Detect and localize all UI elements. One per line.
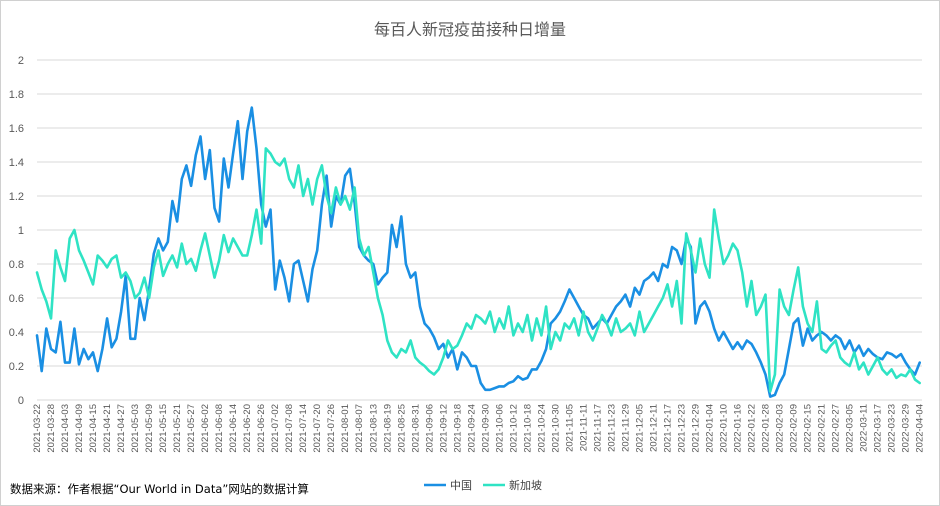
chart-title: 每百人新冠疫苗接种日增量 (374, 20, 566, 39)
x-tick-label: 2022-03-29 (901, 404, 912, 453)
x-tick-label: 2022-04-04 (915, 404, 926, 453)
x-tick-label: 2021-08-01 (340, 404, 351, 453)
x-tick-label: 2021-08-19 (382, 404, 393, 453)
x-tick-label: 2022-01-22 (747, 404, 758, 453)
x-axis: 2021-03-22 2021-03-28 2021-04-03 2021-04-09… (32, 404, 926, 453)
x-tick-label: 2022-03-05 (845, 404, 856, 453)
x-tick-label: 2021-09-18 (452, 404, 463, 453)
x-tick-label: 2021-05-09 (144, 404, 155, 453)
x-tick-label: 2022-02-03 (775, 404, 786, 453)
x-tick-label: 2022-01-28 (761, 404, 772, 453)
x-tick-label: 2022-01-16 (733, 404, 744, 453)
y-tick-label: 0 (18, 395, 24, 407)
x-tick-label: 2022-02-21 (817, 404, 828, 453)
series-line-0 (35, 106, 921, 398)
x-tick-label: 2021-07-08 (284, 404, 295, 453)
y-tick-label: 0.6 (9, 293, 24, 305)
y-tick-label: 1.6 (9, 123, 24, 135)
x-tick-label: 2021-06-02 (200, 404, 211, 453)
legend: 中国 新加坡 (424, 478, 542, 492)
series-line-1 (35, 147, 921, 393)
x-tick-label: 2021-12-17 (662, 404, 673, 453)
x-tick-label: 2022-02-27 (831, 404, 842, 453)
x-tick-label: 2021-06-20 (242, 404, 253, 453)
x-tick-label: 2021-04-09 (74, 404, 85, 453)
x-tick-label: 2021-03-22 (32, 404, 43, 453)
x-tick-label: 2021-04-15 (88, 404, 99, 453)
x-tick-label: 2022-03-23 (887, 404, 898, 453)
x-tick-label: 2021-05-21 (172, 404, 183, 453)
x-tick-label: 2021-06-08 (214, 404, 225, 453)
x-tick-label: 2021-09-30 (480, 404, 491, 453)
x-tick-label: 2021-04-21 (102, 404, 113, 453)
x-tick-label: 2022-03-17 (873, 404, 884, 453)
x-tick-label: 2021-11-11 (578, 404, 589, 451)
x-tick-label: 2021-05-27 (186, 404, 197, 453)
x-tick-label: 2021-10-18 (522, 404, 533, 453)
x-tick-label: 2021-10-06 (494, 404, 505, 453)
x-tick-label: 2021-08-13 (368, 404, 379, 453)
x-tick-label: 2021-05-03 (130, 404, 141, 453)
x-tick-label: 2021-12-29 (690, 404, 701, 453)
series-lines (35, 106, 921, 398)
x-tick-label: 2021-07-14 (298, 404, 309, 453)
y-tick-label: 0.2 (9, 361, 24, 373)
x-tick-label: 2021-10-30 (550, 404, 561, 453)
x-tick-label: 2021-07-20 (312, 404, 323, 453)
x-tick-label: 2021-04-03 (60, 404, 71, 453)
x-tick-label: 2021-11-05 (564, 404, 575, 452)
x-tick-label: 2021-07-26 (326, 404, 337, 453)
y-tick-label: 1.8 (9, 89, 24, 101)
x-tick-label: 2021-08-25 (396, 404, 407, 453)
source-note: 数据来源：作者根据“Our World in Data”网站的数据计算 (10, 482, 309, 496)
x-tick-label: 2021-11-17 (592, 404, 603, 452)
x-tick-label: 2021-03-28 (46, 404, 57, 453)
x-tick-label: 2021-12-23 (676, 404, 687, 453)
x-tick-label: 2021-04-27 (116, 404, 127, 453)
x-tick-label: 2022-01-10 (719, 404, 730, 453)
y-axis: 0 0.2 0.4 0.6 0.8 1 1.2 1.4 1.6 1.8 2 (9, 55, 24, 407)
x-tick-label: 2021-06-14 (228, 404, 239, 453)
x-tick-label: 2022-01-04 (705, 404, 716, 453)
x-tick-label: 2022-02-15 (803, 404, 814, 453)
x-tick-label: 2021-09-06 (424, 404, 435, 453)
x-tick-label: 2021-08-31 (410, 404, 421, 453)
x-tick-label: 2021-09-24 (466, 404, 477, 453)
x-tick-label: 2021-09-12 (438, 404, 449, 453)
x-tick-label: 2021-12-05 (634, 404, 645, 453)
x-tick-label: 2021-10-24 (536, 404, 547, 453)
y-tick-label: 1.2 (9, 191, 24, 203)
x-tick-label: 2022-03-11 (859, 404, 870, 452)
grid (37, 59, 922, 401)
x-tick-label: 2021-05-15 (158, 404, 169, 453)
x-tick-label: 2022-02-09 (789, 404, 800, 453)
x-tick-label: 2021-12-11 (648, 404, 659, 452)
y-tick-label: 0.8 (9, 259, 24, 271)
y-tick-label: 1 (18, 225, 24, 237)
x-tick-label: 2021-10-12 (508, 404, 519, 453)
legend-label-0: 中国 (450, 479, 472, 492)
y-tick-label: 0.4 (9, 327, 24, 339)
y-tick-label: 1.4 (9, 157, 24, 169)
x-tick-label: 2021-11-23 (606, 404, 617, 452)
x-tick-label: 2021-11-29 (620, 404, 631, 452)
y-tick-label: 2 (18, 55, 24, 67)
x-tick-label: 2021-06-26 (256, 404, 267, 453)
x-tick-label: 2021-07-02 (270, 404, 281, 453)
x-tick-label: 2021-08-07 (354, 404, 365, 453)
legend-label-1: 新加坡 (509, 478, 542, 492)
